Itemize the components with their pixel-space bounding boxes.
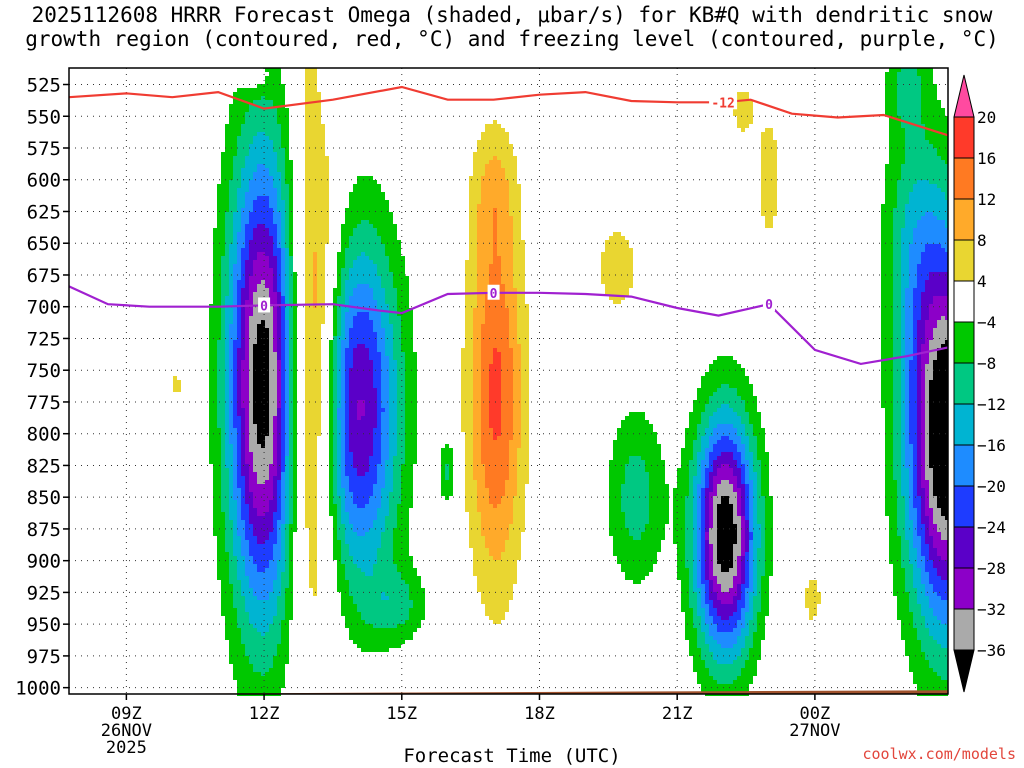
y-tick-label: 925 — [27, 582, 61, 604]
y-tick-label: 875 — [27, 519, 61, 541]
isotherm-layer: -12 0 0 0 — [68, 85, 949, 366]
x-tick-label: 18Z — [524, 704, 555, 724]
credit-link[interactable]: coolwx.com/models — [862, 745, 1016, 763]
dgz-isotherm-minus12 — [68, 85, 949, 137]
x-tick-date: 26NOV — [101, 721, 152, 741]
colorbar-label: −8 — [977, 354, 996, 373]
y-tick-label: 625 — [27, 201, 61, 223]
freezing-level-label-bg — [762, 296, 775, 312]
colorbar-label: 8 — [977, 231, 987, 250]
colorbar-box — [953, 116, 975, 159]
freezing-level-label-bg — [258, 297, 271, 313]
colorbar: 20 16 12 8 4 −4 −8 −12 −16 −20 −24 −28 −32 −36 — [953, 74, 1006, 693]
y-tick-label: 700 — [27, 297, 61, 319]
x-tick-label: 15Z — [386, 704, 417, 724]
colorbar-label: −36 — [977, 641, 1006, 660]
y-tick-label: 525 — [27, 75, 61, 97]
colorbar-box — [953, 403, 975, 446]
y-tick-label: 575 — [27, 138, 61, 160]
colorbar-label: −20 — [977, 477, 1006, 496]
freezing-level-label: 0 — [260, 299, 268, 314]
colorbar-box — [953, 280, 975, 323]
x-tick-label: 00Z — [800, 704, 831, 724]
y-tick-label: 950 — [27, 614, 61, 636]
y-tick-label: 975 — [27, 646, 61, 668]
colorbar-box — [953, 526, 975, 569]
omega-field — [173, 68, 948, 696]
x-axis-label: Forecast Time (UTC) — [403, 745, 621, 767]
colorbar-box — [953, 485, 975, 528]
chart-title-line1: 2025112608 HRRR Forecast Omega (shaded, … — [31, 3, 993, 27]
y-tick-label: 650 — [27, 233, 61, 255]
colorbar-arrow-bottom — [953, 649, 975, 693]
chart-title-line2: growth region (contoured, red, °C) and f… — [25, 27, 999, 51]
colorbar-box — [953, 198, 975, 241]
colorbar-box — [953, 444, 975, 487]
freezing-level-label: 0 — [765, 298, 773, 313]
y-tick-label: 550 — [27, 106, 61, 128]
colorbar-box — [953, 608, 975, 651]
y-tick-label: 800 — [27, 424, 61, 446]
colorbar-box — [953, 567, 975, 610]
colorbar-label: 16 — [977, 149, 996, 168]
freezing-level-label: 0 — [490, 287, 498, 302]
colorbar-label: 12 — [977, 190, 996, 209]
colorbar-label: 20 — [977, 108, 996, 127]
x-tick-year: 2025 — [106, 738, 147, 758]
y-tick-label: 1000 — [15, 678, 61, 700]
x-tick-label: 12Z — [249, 704, 280, 724]
y-tick-label: 600 — [27, 170, 61, 192]
x-tick-date: 27NOV — [789, 721, 840, 741]
y-tick-label: 750 — [27, 360, 61, 382]
ground-fill — [69, 690, 948, 694]
y-tick-label: 725 — [27, 328, 61, 350]
colorbar-box — [953, 239, 975, 282]
colorbar-label: −24 — [977, 518, 1006, 537]
freezing-level-label-bg — [487, 284, 500, 300]
colorbar-label: −12 — [977, 395, 1006, 414]
y-tick-label: 775 — [27, 392, 61, 414]
isotherm-label-minus12: -12 — [711, 96, 734, 111]
colorbar-box — [953, 321, 975, 364]
colorbar-label: −4 — [977, 313, 996, 332]
axes: 525 550 575 600 625 650 675 700 725 750 775 800 825 8… — [15, 67, 949, 758]
colorbar-box — [953, 362, 975, 405]
colorbar-arrow-top — [953, 74, 975, 118]
colorbar-label: −16 — [977, 436, 1006, 455]
y-tick-label: 850 — [27, 487, 61, 509]
grid-lines — [69, 68, 948, 694]
ground-layer — [69, 690, 948, 694]
colorbar-label: 4 — [977, 272, 987, 291]
plot-frame — [68, 67, 949, 695]
colorbar-label: −32 — [977, 600, 1006, 619]
freezing-level-line — [68, 285, 949, 366]
x-tick-label: 09Z — [111, 704, 142, 724]
y-tick-label: 675 — [27, 265, 61, 287]
colorbar-label: −28 — [977, 559, 1006, 578]
y-tick-label: 900 — [27, 551, 61, 573]
x-tick-label: 21Z — [662, 704, 693, 724]
y-tick-label: 825 — [27, 455, 61, 477]
colorbar-box — [953, 157, 975, 200]
isotherm-label-minus12-bg — [709, 94, 738, 110]
